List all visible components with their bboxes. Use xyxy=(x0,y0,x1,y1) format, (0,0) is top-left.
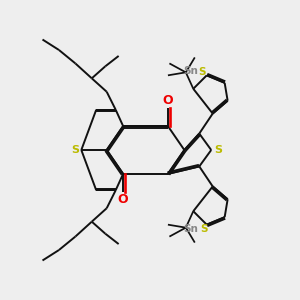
Text: Sn: Sn xyxy=(183,66,198,76)
Text: Sn: Sn xyxy=(183,224,198,234)
Text: O: O xyxy=(163,94,173,107)
Text: O: O xyxy=(118,193,128,206)
Text: S: S xyxy=(214,145,222,155)
Text: S: S xyxy=(199,68,206,77)
Text: S: S xyxy=(200,224,208,234)
Text: S: S xyxy=(71,145,79,155)
